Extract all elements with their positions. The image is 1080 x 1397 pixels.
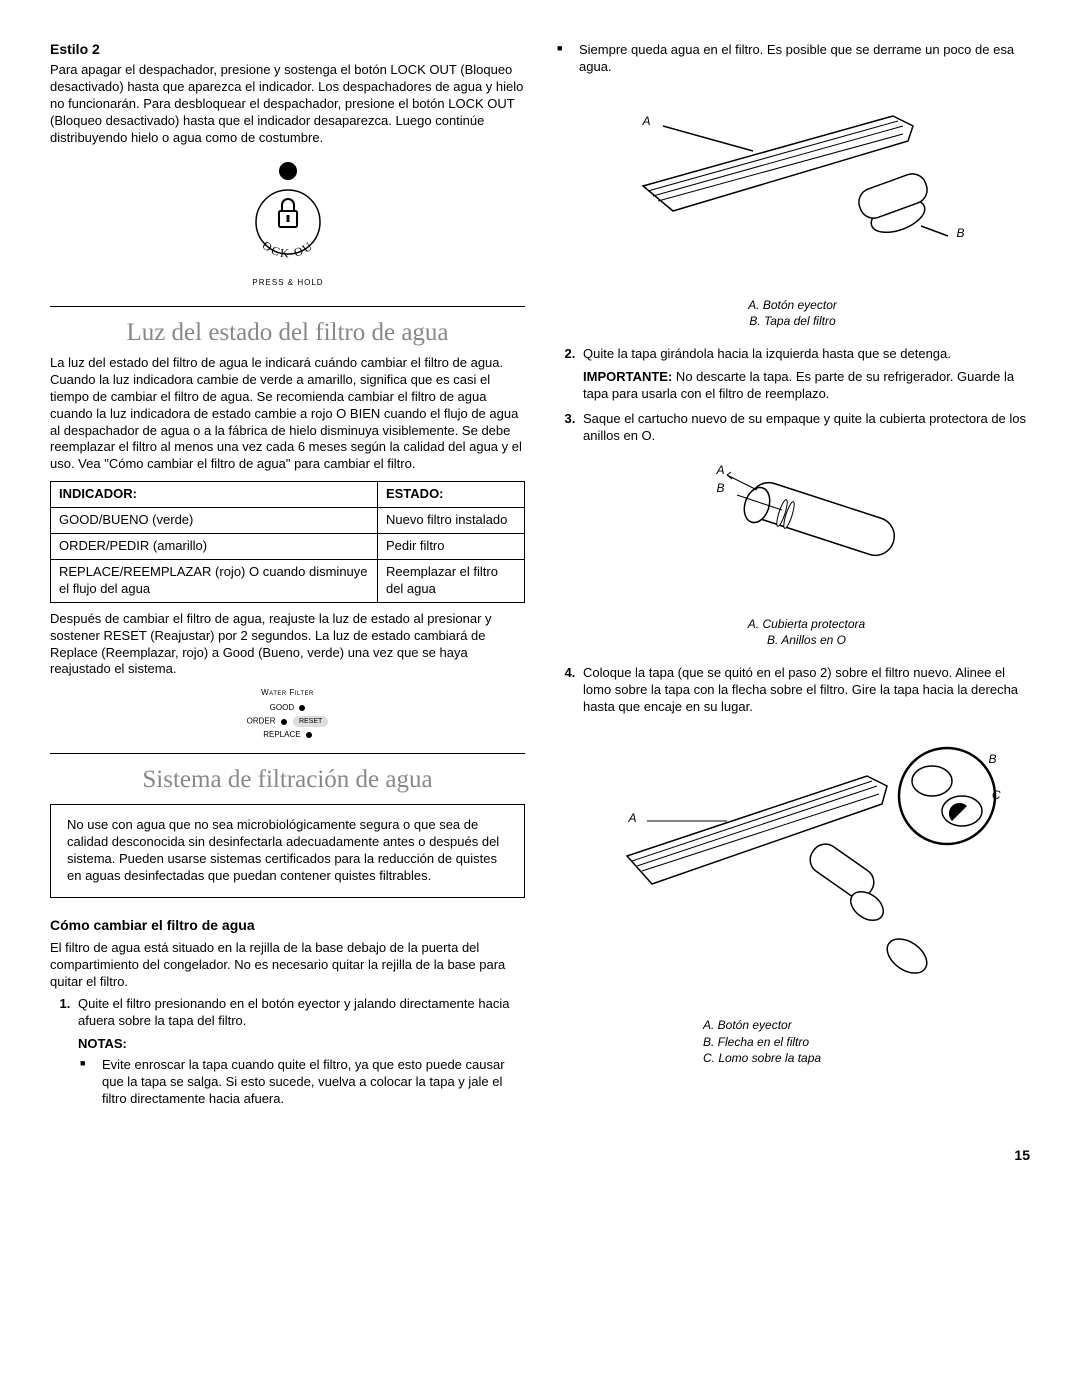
note-item: Evite enroscar la tapa cuando quite el f… (98, 1057, 525, 1108)
figure-label-b: B (988, 752, 996, 768)
lockout-diagram: LOCK OUT PRESS & HOLD (50, 159, 525, 294)
figure-3-caption: A. Botón eyector B. Flecha en el filtro … (583, 1017, 1030, 1067)
como-body: El filtro de agua está situado en la rej… (50, 940, 525, 991)
luz-heading: Luz del estado del filtro de agua (50, 317, 525, 350)
divider (50, 753, 525, 754)
estilo-body: Para apagar el despachador, presione y s… (50, 62, 525, 146)
figure-label-a: A (629, 811, 637, 827)
sistema-heading: Sistema de filtración de agua (50, 764, 525, 797)
svg-text:PRESS & HOLD: PRESS & HOLD (252, 278, 323, 287)
table-cell: Nuevo filtro instalado (377, 508, 524, 534)
page-number: 15 (50, 1146, 1030, 1164)
left-column: Estilo 2 Para apagar el despachador, pre… (50, 40, 525, 1116)
table-cell: GOOD/BUENO (verde) (51, 508, 378, 534)
water-filter-indicator-diagram: Water Filter GOOD ORDER RESET REPLACE (50, 688, 525, 740)
figure-label-b: B (717, 481, 725, 497)
table-header: INDICADOR: (51, 482, 378, 508)
step-item: Saque el cartucho nuevo de su empaque y … (579, 411, 1030, 649)
figure-label-c: C (992, 788, 1001, 804)
step-item: Quite la tapa girándola hacia la izquier… (579, 346, 1030, 403)
luz-body: La luz del estado del filtro de agua le … (50, 355, 525, 473)
figure-1-caption: A. Botón eyector B. Tapa del filtro (555, 297, 1030, 331)
como-heading: Cómo cambiar el filtro de agua (50, 916, 525, 934)
figure-1: A B (555, 86, 1030, 291)
figure-label-a: A (643, 114, 651, 130)
table-header: ESTADO: (377, 482, 524, 508)
table-cell: Pedir filtro (377, 534, 524, 560)
estilo-heading: Estilo 2 (50, 40, 525, 58)
svg-text:LOCK OUT: LOCK OUT (238, 159, 316, 261)
step-list-cont: Quite la tapa girándola hacia la izquier… (555, 346, 1030, 1067)
figure-3: A B C (583, 726, 1030, 1011)
figure-2-caption: A. Cubierta protectora B. Anillos en O (583, 616, 1030, 650)
step-item: Quite el filtro presionando en el botón … (74, 996, 525, 1107)
after-table-text: Después de cambiar el filtro de agua, re… (50, 611, 525, 679)
divider (50, 306, 525, 307)
step-list: Quite el filtro presionando en el botón … (50, 996, 525, 1107)
notas-heading: NOTAS: (78, 1036, 525, 1053)
figure-label-a: A (717, 463, 725, 479)
indicator-table: INDICADOR: ESTADO: GOOD/BUENO (verde) Nu… (50, 481, 525, 602)
figure-2: A B (583, 455, 1030, 610)
step-item: Coloque la tapa (que se quitó en el paso… (579, 665, 1030, 1067)
table-cell: ORDER/PEDIR (amarillo) (51, 534, 378, 560)
note-item: Siempre queda agua en el filtro. Es posi… (575, 42, 1030, 76)
figure-label-b: B (956, 226, 964, 242)
right-column: Siempre queda agua en el filtro. Es posi… (555, 40, 1030, 1116)
table-cell: Reemplazar el filtro del agua (377, 559, 524, 602)
warning-box: No use con agua que no sea microbiológic… (50, 804, 525, 898)
table-cell: REPLACE/REEMPLAZAR (rojo) O cuando dismi… (51, 559, 378, 602)
